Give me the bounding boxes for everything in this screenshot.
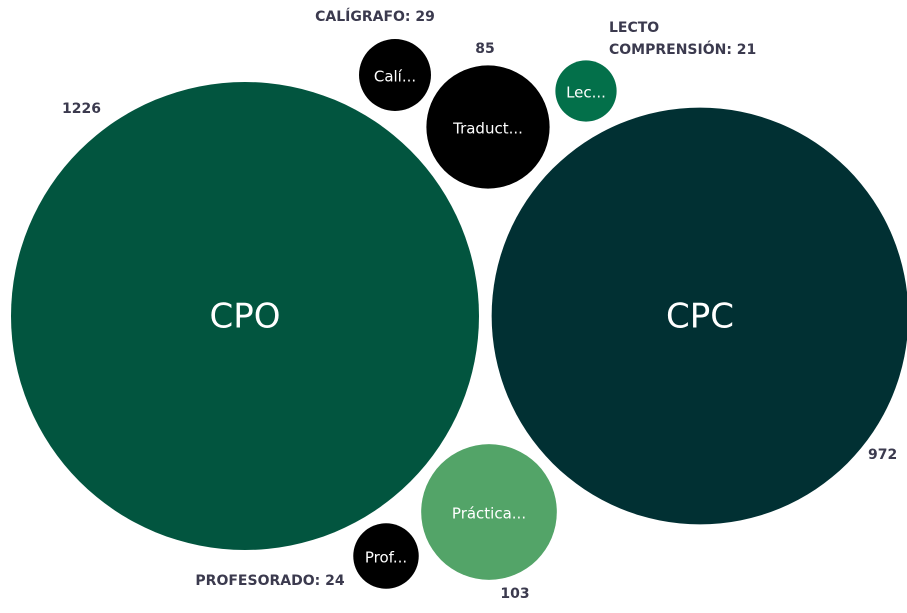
bubble <box>491 107 907 525</box>
value-label: 85 <box>475 41 495 57</box>
bubble-label: Traduct... <box>452 120 523 138</box>
value-label: 103 <box>500 586 530 602</box>
bubble-label: CPO <box>209 297 280 337</box>
value-label: 972 <box>868 447 898 463</box>
bubble-label: Calí... <box>374 68 416 86</box>
bubble <box>421 444 557 580</box>
value-label: PROFESORADO: 24 <box>195 573 345 589</box>
bubble <box>359 39 431 111</box>
bubble-label: CPC <box>666 297 734 337</box>
bubble <box>11 82 479 550</box>
value-label: LECTO COMPRENSIÓN: 21 <box>609 20 757 58</box>
bubble <box>426 65 550 189</box>
bubble <box>555 60 617 122</box>
bubble-label: Práctica... <box>452 505 526 523</box>
bubble <box>353 523 419 589</box>
bubble-label: Lec... <box>566 84 606 102</box>
value-label: 1226 <box>62 101 101 117</box>
bubble-label: Prof... <box>365 549 407 567</box>
value-label: CALÍGRAFO: 29 <box>315 9 435 25</box>
